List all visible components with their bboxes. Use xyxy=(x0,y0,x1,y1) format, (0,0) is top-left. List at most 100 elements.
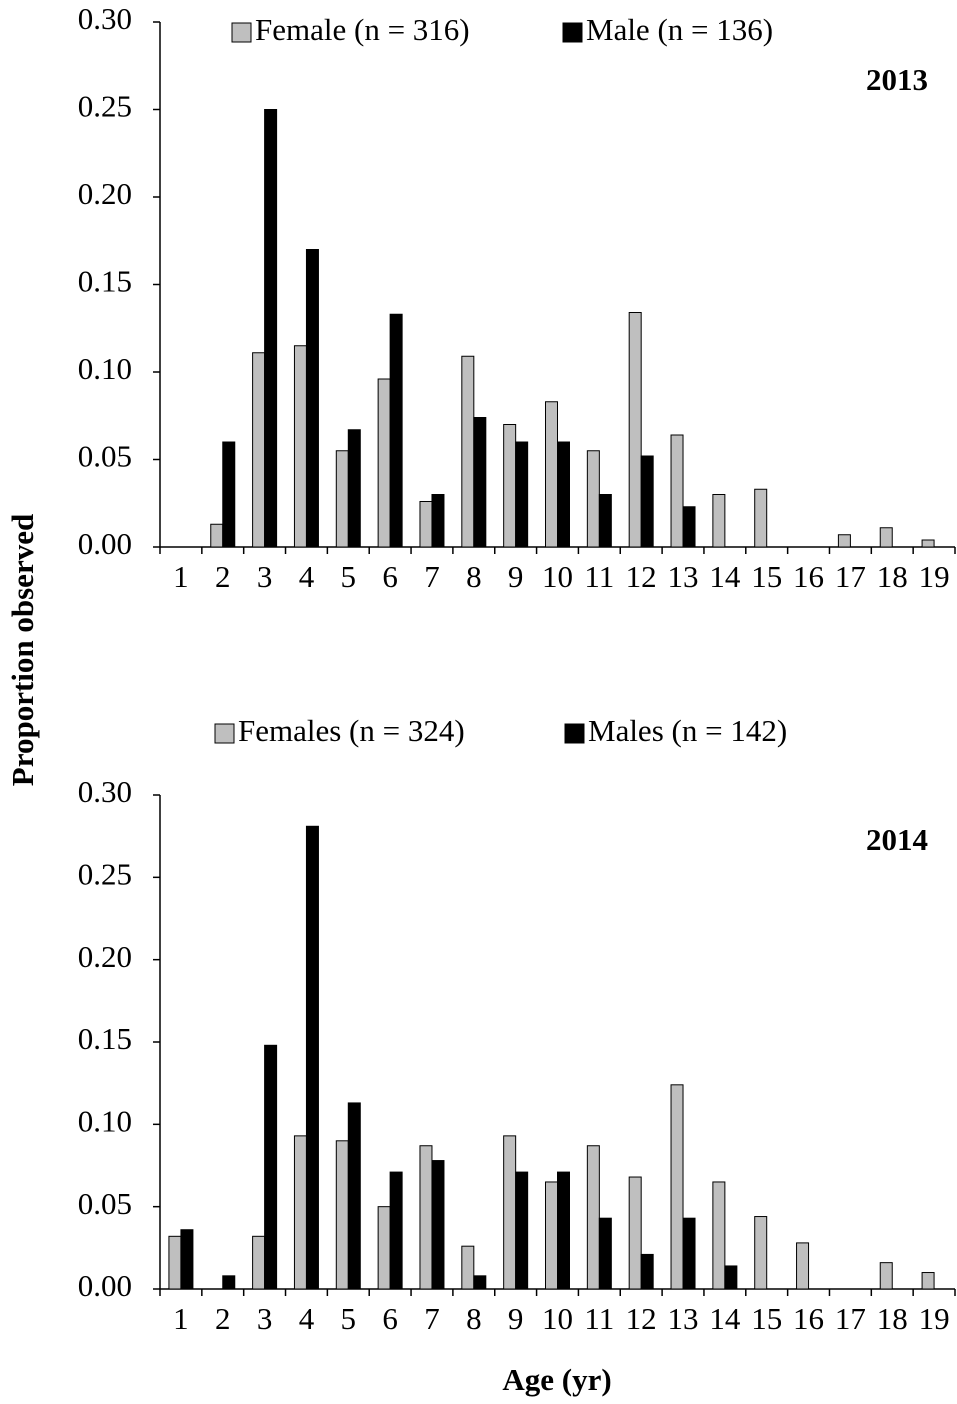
x-tick-label: 2 xyxy=(215,1301,231,1336)
bar xyxy=(377,1206,391,1290)
x-tick-label: 19 xyxy=(919,1301,950,1336)
x-tick-label: 2 xyxy=(215,559,231,594)
bar xyxy=(377,378,391,548)
x-tick-label: 14 xyxy=(709,559,741,594)
y-tick-label: 0.30 xyxy=(78,774,132,809)
x-tick-label: 9 xyxy=(508,1301,524,1336)
bar xyxy=(515,441,529,548)
x-tick-label: 4 xyxy=(299,1301,315,1336)
y-tick-label: 0.20 xyxy=(78,939,132,974)
bar xyxy=(682,1217,696,1290)
x-tick-label: 13 xyxy=(668,1301,699,1336)
bar xyxy=(222,1275,236,1290)
x-tick-label: 3 xyxy=(257,1301,273,1336)
bar xyxy=(389,313,403,548)
bar xyxy=(347,1102,361,1290)
bar xyxy=(921,539,935,548)
bar xyxy=(598,494,612,548)
x-tick-label: 15 xyxy=(751,559,782,594)
x-tick-label: 18 xyxy=(877,1301,908,1336)
bar xyxy=(921,1272,935,1290)
bar xyxy=(264,109,278,548)
bar xyxy=(712,494,726,548)
bar xyxy=(545,1181,558,1290)
bar xyxy=(347,429,361,548)
annotation: 2014 xyxy=(866,822,928,857)
bar xyxy=(628,1176,642,1290)
x-tick-label: 3 xyxy=(257,559,273,594)
legend-label: Female (n = 316) xyxy=(255,12,470,47)
bar xyxy=(293,345,307,548)
x-tick-label: 6 xyxy=(382,559,398,594)
bar xyxy=(180,1229,194,1290)
bar xyxy=(335,450,349,548)
bar xyxy=(503,1135,517,1290)
bar xyxy=(222,441,236,548)
bar xyxy=(252,352,266,548)
y-tick-label: 0.15 xyxy=(78,264,132,299)
y-tick-label: 0.15 xyxy=(78,1021,132,1056)
bar xyxy=(724,1265,738,1290)
x-tick-label: 5 xyxy=(341,1301,357,1336)
x-tick-label: 9 xyxy=(508,559,524,594)
x-tick-label: 4 xyxy=(299,559,315,594)
x-tick-label: 10 xyxy=(542,559,573,594)
bar xyxy=(837,534,851,548)
bar xyxy=(754,488,768,548)
x-tick-label: 1 xyxy=(173,1301,189,1336)
bar xyxy=(598,1217,612,1290)
bar xyxy=(879,527,893,548)
bar xyxy=(419,1145,433,1290)
x-tick-label: 15 xyxy=(751,1301,782,1336)
x-tick-label: 7 xyxy=(424,559,440,594)
x-tick-label: 10 xyxy=(542,1301,573,1336)
bar xyxy=(670,1084,684,1290)
x-tick-label: 14 xyxy=(709,1301,741,1336)
x-tick-label: 1 xyxy=(173,559,189,594)
x-axis-label: Age (yr) xyxy=(502,1362,611,1397)
bar xyxy=(796,1242,810,1290)
bar xyxy=(473,417,487,548)
annotation: 2013 xyxy=(866,62,928,97)
bar xyxy=(419,501,433,548)
x-tick-label: 11 xyxy=(584,1301,614,1336)
y-tick-label: 0.00 xyxy=(78,1268,132,1303)
bar xyxy=(557,441,570,548)
bar xyxy=(754,1216,768,1290)
bar xyxy=(586,1145,600,1290)
legend-swatch xyxy=(214,723,235,744)
legend-label: Females (n = 324) xyxy=(238,713,465,748)
y-tick-label: 0.00 xyxy=(78,526,132,561)
bar xyxy=(389,1171,403,1290)
bar xyxy=(628,312,642,548)
legend-label: Males (n = 142) xyxy=(588,713,787,748)
legend-swatch xyxy=(231,22,252,43)
x-tick-label: 8 xyxy=(466,559,482,594)
y-tick-label: 0.30 xyxy=(78,1,132,36)
y-tick-label: 0.10 xyxy=(78,1103,132,1138)
x-tick-label: 12 xyxy=(626,1301,657,1336)
bar xyxy=(461,355,475,548)
bar xyxy=(712,1181,726,1290)
bar xyxy=(431,1160,445,1290)
bar xyxy=(473,1275,487,1290)
x-tick-label: 16 xyxy=(793,1301,824,1336)
legend-swatch xyxy=(562,22,583,43)
bar xyxy=(879,1262,893,1290)
x-tick-label: 13 xyxy=(668,559,699,594)
legend-label: Male (n = 136) xyxy=(586,12,773,47)
x-tick-label: 19 xyxy=(919,559,950,594)
y-tick-label: 0.20 xyxy=(78,176,132,211)
x-tick-label: 17 xyxy=(835,1301,866,1336)
x-tick-label: 5 xyxy=(341,559,357,594)
x-tick-label: 11 xyxy=(584,559,614,594)
bar xyxy=(293,1135,307,1290)
bar xyxy=(210,523,224,548)
bar xyxy=(168,1235,182,1290)
bar xyxy=(305,825,319,1290)
bar xyxy=(640,1253,654,1290)
y-tick-label: 0.05 xyxy=(78,1186,132,1221)
x-tick-label: 6 xyxy=(382,1301,398,1336)
x-tick-label: 16 xyxy=(793,559,824,594)
